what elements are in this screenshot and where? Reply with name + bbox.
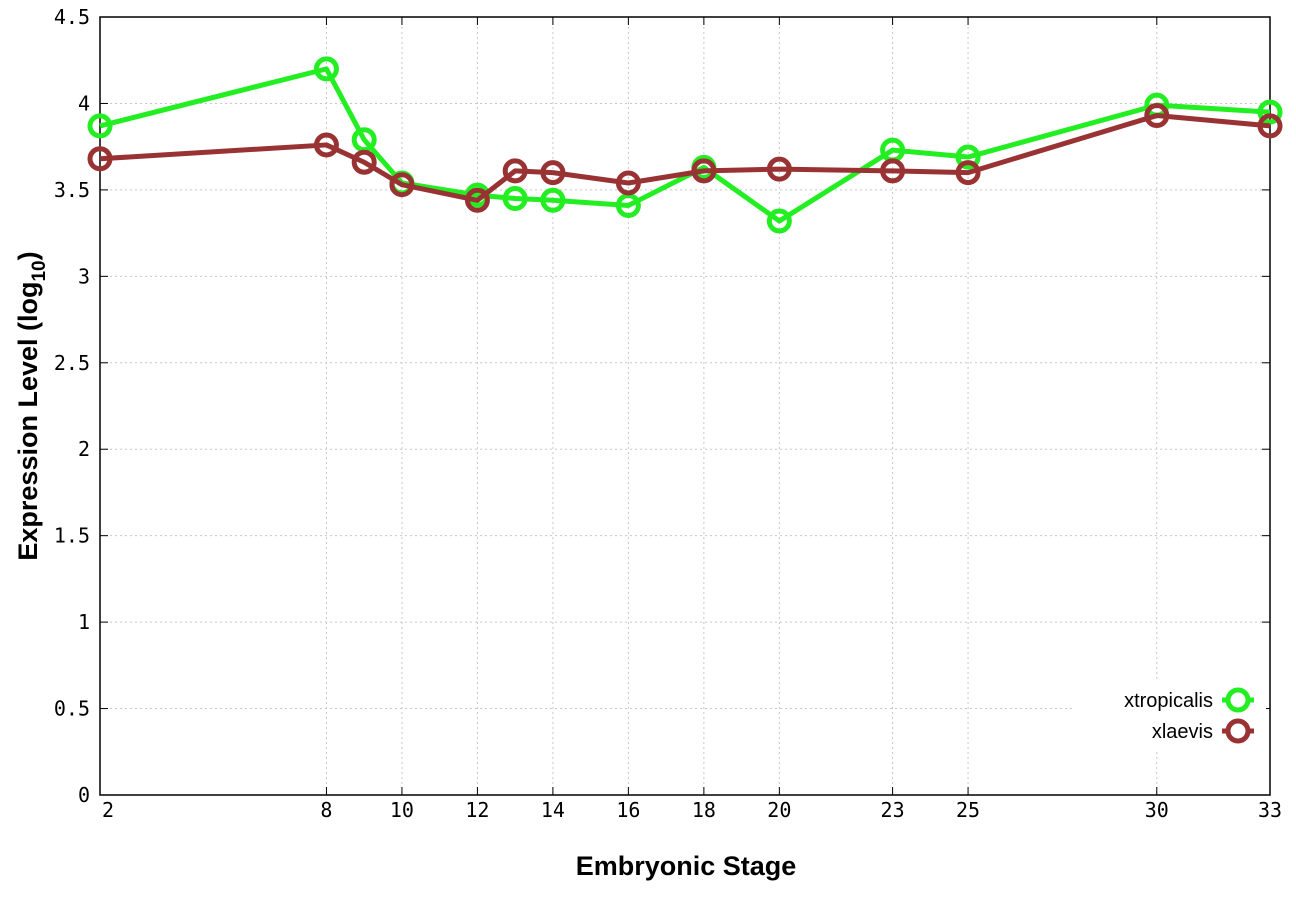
y-tick-label: 1 [78,610,90,634]
data-point-xlaevis [540,160,566,186]
y-tick-label: 2.5 [54,351,90,375]
legend-label-xlaevis: xlaevis [1152,721,1213,743]
series-layer [87,56,1283,234]
x-tick-label: 16 [616,798,640,822]
x-tick-label: 25 [956,798,980,822]
x-tick-label: 30 [1145,798,1169,822]
x-tick-label: 20 [767,798,791,822]
data-point-xlaevis [955,160,981,186]
data-point-xlaevis [691,158,717,184]
x-tick-label: 18 [692,798,716,822]
y-tick-label: 0.5 [54,697,90,721]
x-tick-label: 12 [465,798,489,822]
data-point-xtropicalis [313,56,339,82]
data-point-xlaevis [615,170,641,196]
data-point-xlaevis [880,158,906,184]
data-point-xlaevis [351,149,377,175]
y-tick-label: 4.5 [54,5,90,29]
data-point-xlaevis [313,132,339,158]
data-point-xlaevis [502,158,528,184]
series-line-xlaevis [99,113,1271,203]
series-xtropicalis [87,56,1283,234]
y-tick-label: 3 [78,264,90,288]
legend: xtropicalis xlaevis [1072,680,1266,750]
data-point-xlaevis [87,146,113,172]
series-line-xtropicalis [99,66,1271,224]
x-tick-label: 14 [541,798,565,822]
legend-label-xtropicalis: xtropicalis [1124,690,1213,712]
y-axis-title: Expression Level (log10) [13,251,50,560]
y-tick-label: 0 [78,783,90,807]
data-point-xtropicalis [955,144,981,170]
series-xlaevis [87,103,1283,213]
data-point-xlaevis [1257,113,1283,139]
x-tick-label: 2 [102,798,114,822]
data-point-xlaevis [1144,103,1170,129]
data-point-xtropicalis [502,186,528,212]
data-point-xlaevis [766,156,792,182]
x-tick-label: 33 [1258,798,1282,822]
x-tick-label: 23 [881,798,905,822]
data-point-xtropicalis [87,113,113,139]
y-tick-label: 3.5 [54,178,90,202]
data-point-xlaevis [464,187,490,213]
axis-ticks: 2 8 10 12 14 16 18 20 23 25 30 33 0 0.5 1 1.5 2 2.5 3 3.5 4 4… [54,5,1282,822]
data-point-xtropicalis [1257,99,1283,125]
legend-marker-xlaevis [1225,718,1251,744]
data-point-xtropicalis [540,187,566,213]
grid [100,17,1270,795]
data-point-xlaevis [389,172,415,198]
y-tick-label: 2 [78,437,90,461]
data-point-xtropicalis [766,208,792,234]
x-tick-label: 10 [390,798,414,822]
plot-frame [99,16,1271,796]
y-tick-label: 4 [78,91,90,115]
x-axis-title: Embryonic Stage [576,851,797,881]
x-tick-label: 8 [320,798,332,822]
legend-marker-xtropicalis [1225,687,1251,713]
y-tick-label: 1.5 [54,524,90,548]
